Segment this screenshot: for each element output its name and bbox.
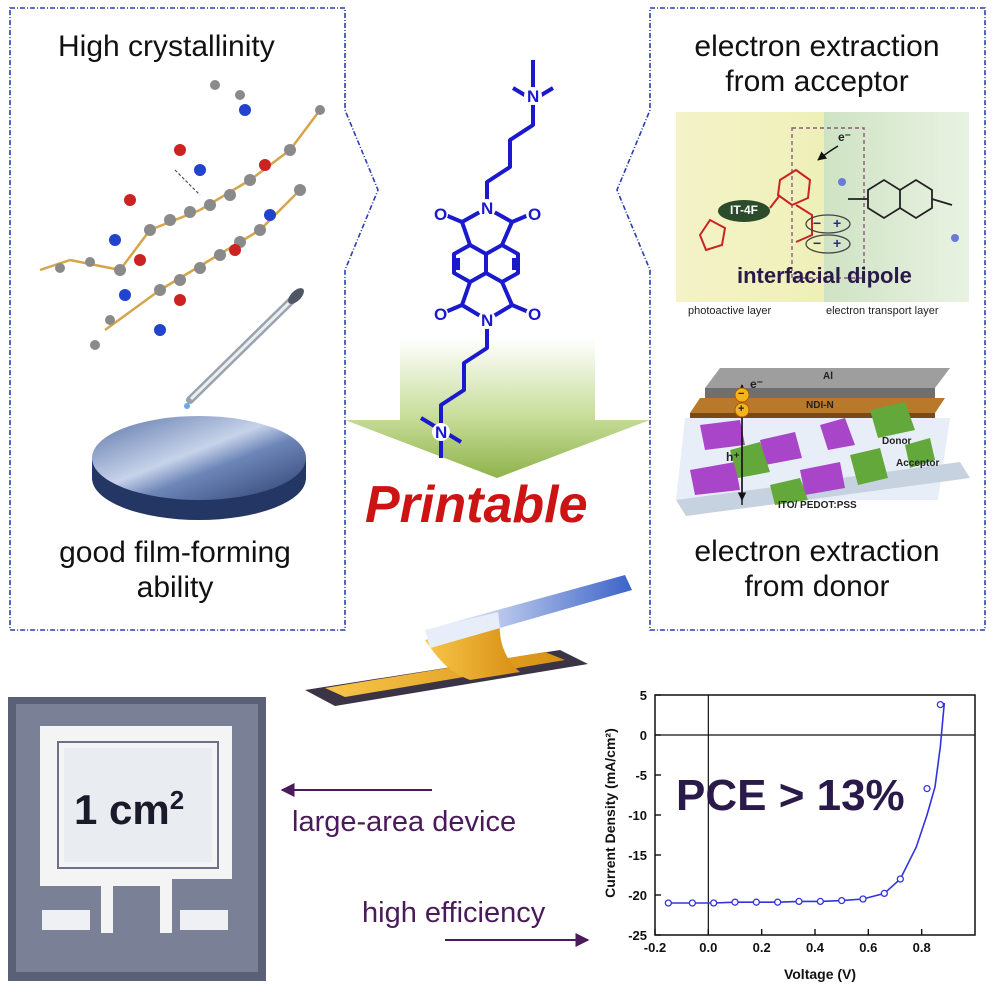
jv-point xyxy=(816,897,824,906)
jv-point xyxy=(710,899,718,907)
y-tick-label: -5 xyxy=(635,768,647,783)
y-tick-label: 5 xyxy=(640,688,647,703)
jv-point xyxy=(731,898,739,906)
x-tick-label: 0.0 xyxy=(699,940,717,955)
svg-text:O: O xyxy=(434,205,447,224)
y-tick-label: 0 xyxy=(640,728,647,743)
ndi-layer-label: NDI-N xyxy=(806,400,834,411)
stack-electron-label: e⁻ xyxy=(750,377,764,391)
jv-point xyxy=(838,896,846,905)
high-efficiency-label: high efficiency xyxy=(362,897,546,929)
device-stack xyxy=(676,368,970,516)
x-tick-label: 0.8 xyxy=(913,940,931,955)
right-dashed-box xyxy=(616,7,986,631)
svg-text:O: O xyxy=(528,305,541,324)
left-dashed-box xyxy=(9,7,379,631)
y-tick-label: -20 xyxy=(628,888,647,903)
film-forming-label: good film-forming ability xyxy=(30,536,320,605)
jv-point xyxy=(859,895,867,903)
stack-plus: + xyxy=(738,403,745,415)
jv-chart: -0.2 0.0 0.2 0.4 0.6 0.8 5 0 -5 -10 -15 -20 -25 xyxy=(628,688,976,955)
svg-text:N: N xyxy=(481,311,493,330)
dipole-panel xyxy=(676,112,969,302)
acceptor-line1: electron extraction xyxy=(694,30,940,63)
dipole-plus-2: + xyxy=(833,235,842,251)
x-axis-label: Voltage (V) xyxy=(783,966,857,982)
dipole-electron: e⁻ xyxy=(838,130,852,144)
acceptor-extraction-label: electron extraction from acceptor xyxy=(652,30,982,99)
printable-label: Printable xyxy=(365,476,588,534)
svg-text:O: O xyxy=(528,205,541,224)
donor-line1: electron extraction xyxy=(694,535,940,568)
svg-text:O: O xyxy=(434,305,447,324)
y-axis-label: Current Density (mA/cm²) xyxy=(601,728,618,898)
blade-coater-icon xyxy=(305,575,632,706)
device-photo xyxy=(8,697,266,981)
jv-point xyxy=(688,899,696,907)
interfacial-dipole-label: interfacial dipole xyxy=(737,263,912,288)
it4f-tag: IT-4F xyxy=(730,203,759,217)
jv-point xyxy=(752,898,760,906)
x-tick-label: 0.4 xyxy=(806,940,825,955)
pce-annotation: PCE > 13% xyxy=(676,771,905,820)
jv-point xyxy=(774,898,782,906)
high-crystallinity-label: High crystallinity xyxy=(58,30,275,63)
substrate-disk-icon xyxy=(92,416,306,520)
photoactive-layer-label: photoactive layer xyxy=(688,305,772,317)
svg-text:N: N xyxy=(435,423,447,442)
crystal-atoms xyxy=(55,80,325,350)
jv-point xyxy=(664,899,672,907)
donor-line2: from donor xyxy=(744,569,890,603)
stacking-dash xyxy=(174,169,201,196)
acceptor-line2: from acceptor xyxy=(725,64,909,98)
jv-point xyxy=(936,700,944,709)
svg-text:N: N xyxy=(527,87,539,106)
donor-extraction-label: electron extraction from donor xyxy=(652,535,982,604)
x-tick-label: 0.6 xyxy=(859,940,877,955)
svg-text:N: N xyxy=(481,199,493,218)
film-forming-line1: good film-forming xyxy=(59,536,291,569)
stack-hole-label: h⁺ xyxy=(726,450,740,464)
green-down-arrow xyxy=(345,338,650,478)
large-area-label: large-area device xyxy=(292,806,517,838)
acceptor-label: Acceptor xyxy=(896,458,940,469)
molecule-atoms: N N N N O O O O xyxy=(432,87,542,442)
etl-label: electron transport layer xyxy=(826,305,939,317)
dipole-minus-2: − xyxy=(813,235,822,251)
al-label: Al xyxy=(823,371,833,382)
pipette-icon xyxy=(184,288,304,409)
jv-point xyxy=(896,875,904,883)
dipole-minus-1: − xyxy=(813,215,822,231)
film-forming-line2: ability xyxy=(136,570,214,604)
stack-minus: − xyxy=(738,388,745,400)
y-tick-label: -15 xyxy=(628,848,647,863)
jv-point xyxy=(923,784,931,793)
donor-label: Donor xyxy=(882,436,912,447)
ito-label: ITO/ PEDOT:PSS xyxy=(778,500,857,511)
dipole-plus-1: + xyxy=(833,215,842,231)
x-tick-label: 0.2 xyxy=(753,940,771,955)
jv-point xyxy=(880,889,888,898)
x-tick-label: -0.2 xyxy=(644,940,666,955)
y-tick-label: -25 xyxy=(628,928,647,943)
y-tick-label: -10 xyxy=(628,808,647,823)
area-label: 1 cm2 xyxy=(74,785,185,833)
jv-point xyxy=(795,897,803,906)
